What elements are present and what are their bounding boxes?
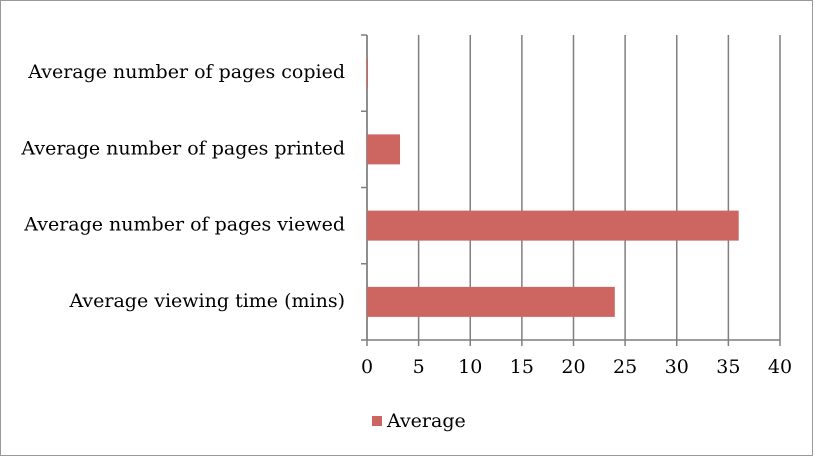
y-tick-label: Average number of pages viewed	[23, 214, 345, 236]
bar	[367, 286, 615, 317]
bar	[367, 134, 401, 165]
x-tick-label: 10	[458, 356, 482, 378]
x-tick-label: 15	[510, 356, 534, 378]
y-tick-label: Average viewing time (mins)	[68, 290, 345, 312]
bar	[367, 210, 739, 241]
x-tick-label: 25	[613, 356, 637, 378]
x-tick-label: 20	[561, 356, 585, 378]
legend-swatch	[372, 416, 382, 426]
x-tick-label: 30	[665, 356, 689, 378]
y-tick-label: Average number of pages copied	[27, 61, 345, 83]
y-tick-label: Average number of pages printed	[20, 137, 345, 159]
x-tick-label: 35	[716, 356, 740, 378]
x-tick-label: 40	[768, 356, 792, 378]
x-tick-label: 5	[413, 356, 425, 378]
bar	[367, 58, 369, 89]
x-tick-label: 0	[361, 356, 373, 378]
legend-label: Average	[386, 410, 466, 432]
